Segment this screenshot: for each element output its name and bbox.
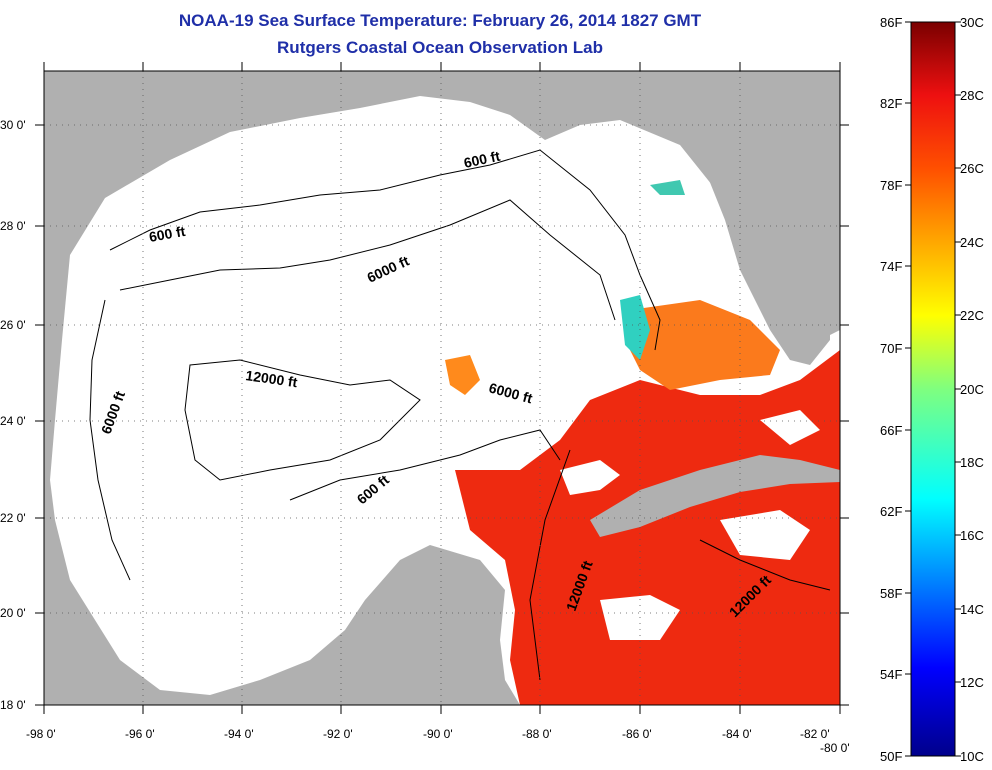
- lat-label: 26 0': [0, 318, 26, 332]
- colorbar-c-label: 24C: [960, 235, 984, 250]
- lon-label: -80 0': [820, 741, 850, 755]
- contour-label: 12000 ft: [245, 367, 299, 390]
- sst-cool-patch: [620, 295, 650, 360]
- map-title: NOAA-19 Sea Surface Temperature: Februar…: [178, 11, 702, 30]
- lon-label: -90 0': [423, 727, 453, 741]
- florida: [700, 120, 830, 365]
- colorbar-c-label: 16C: [960, 528, 984, 543]
- lat-label: 28 0': [0, 219, 26, 233]
- colorbar-c-label: 18C: [960, 455, 984, 470]
- lon-label: -96 0': [125, 727, 155, 741]
- lat-label: 20 0': [0, 606, 26, 620]
- colorbar-c-label: 14C: [960, 602, 984, 617]
- colorbar-c-label: 28C: [960, 88, 984, 103]
- colorbar-c-label: 30C: [960, 15, 984, 30]
- lon-label: -98 0': [26, 727, 56, 741]
- colorbar-c-label: 20C: [960, 382, 984, 397]
- colorbar-f-label: 62F: [880, 504, 903, 519]
- lon-label: -88 0': [522, 727, 552, 741]
- lon-label: -86 0': [622, 727, 652, 741]
- colorbar-f-label: 78F: [880, 178, 903, 193]
- colorbar-f-label: 50F: [880, 749, 903, 764]
- colorbar-f-label: 66F: [880, 423, 903, 438]
- colorbar-f-label: 54F: [880, 667, 903, 682]
- sst-warm-region: [455, 350, 840, 705]
- colorbar: [910, 21, 956, 757]
- lat-label: 30 0': [0, 118, 26, 132]
- lat-label: 22 0': [0, 511, 26, 525]
- colorbar-c-label: 12C: [960, 675, 984, 690]
- map-frame: [43, 70, 841, 706]
- lon-label: -94 0': [224, 727, 254, 741]
- sst-orange-region: [625, 300, 780, 390]
- contour-6000ft: [119, 199, 616, 321]
- contour-12000ft: [184, 359, 421, 481]
- lon-label: -92 0': [323, 727, 353, 741]
- lon-label: -84 0': [722, 727, 752, 741]
- colorbar-c-label: 10C: [960, 749, 984, 764]
- colorbar-f-label: 70F: [880, 341, 903, 356]
- lat-label: 18 0': [0, 698, 26, 712]
- colorbar-f-label: 74F: [880, 259, 903, 274]
- contour-label: 600 ft: [148, 223, 187, 245]
- colorbar-c-label: 22C: [960, 308, 984, 323]
- lon-label: -82 0': [800, 727, 830, 741]
- lat-label: 24 0': [0, 414, 26, 428]
- colorbar-c-label: 26C: [960, 161, 984, 176]
- colorbar-f-label: 58F: [880, 586, 903, 601]
- contour-label: 600 ft: [462, 148, 501, 171]
- colorbar-f-label: 82F: [880, 96, 903, 111]
- contour-600ft: [109, 149, 661, 351]
- map-subtitle: Rutgers Coastal Ocean Observation Lab: [277, 38, 603, 57]
- colorbar-f-label: 86F: [880, 15, 903, 30]
